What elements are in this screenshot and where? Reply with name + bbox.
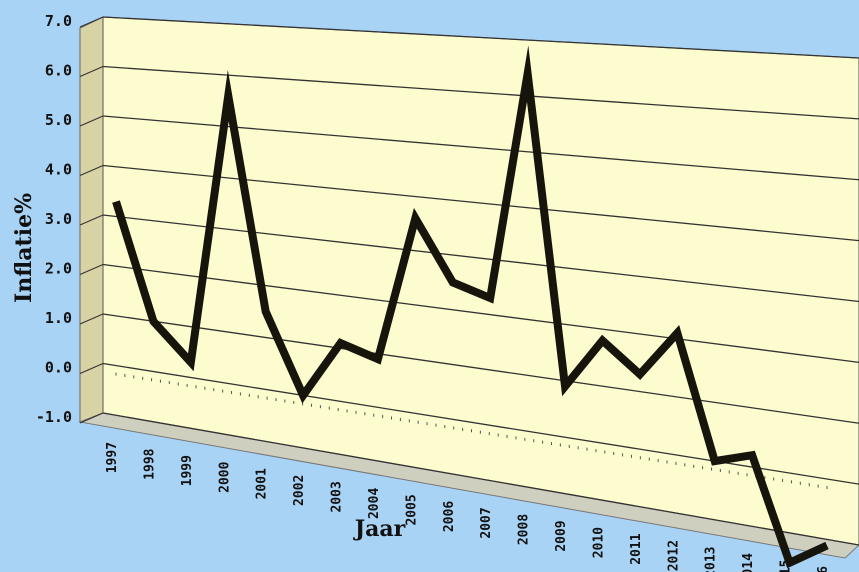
x-tick-label: 1997 [105,442,120,473]
x-tick-label: 2011 [629,533,644,564]
gridline [102,164,859,242]
y-tick-label: 5.0 [45,111,72,129]
y-tick-label: 2.0 [45,260,72,278]
x-tick-label: 2003 [330,481,345,512]
y-tick-label: 4.0 [45,161,72,179]
y-axis-title: Inflatie% [11,193,37,303]
y-tick-label: 0.0 [45,359,72,377]
y-tick-label: 7.0 [45,12,72,30]
gridline-side [79,412,104,424]
gridline-side [79,313,104,325]
x-tick-label: 1998 [142,448,157,479]
y-tick-label: -1.0 [36,408,72,426]
gridline-side [79,115,104,127]
gridline [102,263,859,364]
y-tick-label: 3.0 [45,210,72,228]
x-axis-title: Jaar [353,516,406,542]
gridline [102,362,859,485]
x-tick-label: 2013 [704,546,719,572]
gridline [102,313,859,424]
x-tick-label: 2010 [591,527,606,558]
series-line [112,45,829,569]
gridline-side [79,263,104,276]
x-axis-ticks: 1997 1998 1999 2000 2001 2002 2003 2004 2005 2006… [105,442,831,572]
x-tick-label: 2002 [292,475,307,506]
gridline [102,65,859,120]
x-tick-label: 2008 [517,514,532,545]
x-tick-label: 2006 [442,501,457,532]
series-lines [112,45,829,569]
x-tick-label: 2009 [554,520,569,551]
gridline-side [79,164,104,177]
gridline [102,412,859,546]
x-tick-label: 2016 [816,566,831,572]
y-axis-ticks: 7.0 6.0 5.0 4.0 3.0 2.0 1.0 0.0 -1.0 [36,12,72,426]
gridline [102,115,859,181]
x-tick-label: 2005 [404,494,419,525]
gridline [102,16,859,59]
y-tick-label: 6.0 [45,62,72,80]
x-tick-label: 2001 [255,468,270,499]
x-tick-label: 2014 [741,553,756,572]
gridline-side [79,362,104,375]
x-minor-ticks [115,372,828,490]
y-tick-label: 1.0 [45,309,72,327]
x-tick-label: 2012 [666,540,681,571]
gridline-side [79,65,104,78]
gridline-side [79,214,104,226]
gridlines [79,16,859,546]
x-tick-label: 2004 [367,488,382,519]
gridline [102,214,859,303]
x-tick-label: 2000 [217,461,232,492]
gridline-side [79,16,104,28]
x-tick-label: 2007 [479,507,494,538]
x-tick-label: 1999 [180,455,195,486]
